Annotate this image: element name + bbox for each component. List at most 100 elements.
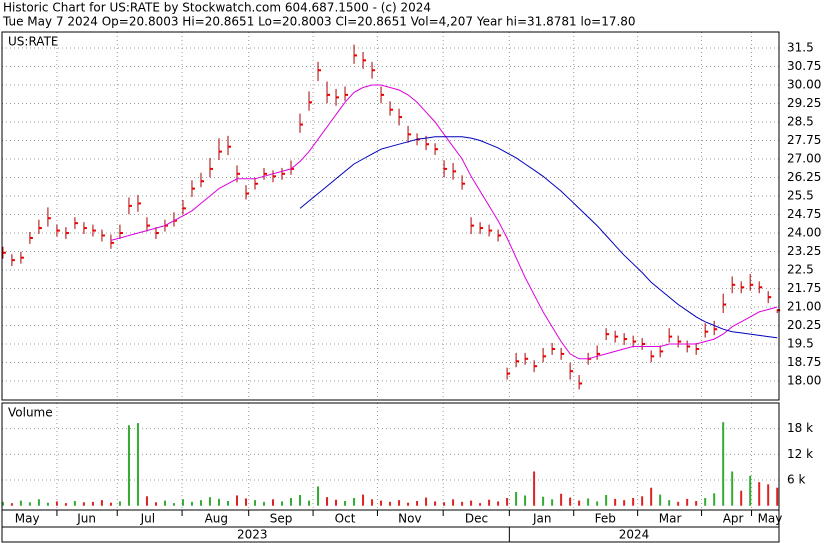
panel-title: US:RATE	[8, 35, 58, 49]
y-tick-label: 23.25	[787, 244, 821, 258]
header-line: Historic Chart for US:RATE by Stockwatch…	[3, 1, 431, 15]
y-tick-label: 30.75	[787, 59, 821, 73]
volume-bar	[596, 501, 599, 506]
x-tick-label: Jul	[140, 512, 155, 526]
volume-bar	[190, 501, 193, 506]
volume-bar	[37, 499, 40, 506]
volume-bar	[308, 500, 311, 506]
volume-bar	[154, 502, 157, 506]
volume-bar	[704, 498, 707, 506]
volume-bar	[253, 500, 256, 506]
volume-bar	[470, 500, 473, 506]
y-tick-label: 31.5	[787, 41, 814, 55]
y-tick-label: 28.5	[787, 115, 814, 129]
volume-bar	[290, 498, 293, 506]
y-tick-label: 18.00	[787, 374, 821, 388]
volume-bar	[100, 500, 103, 506]
volume-bar	[163, 500, 166, 506]
volume-bar	[641, 496, 644, 506]
volume-bar	[722, 422, 725, 506]
volume-bar	[199, 500, 202, 506]
volume-bar	[362, 494, 365, 506]
x-tick-label: Mar	[659, 512, 682, 526]
volume-bar	[416, 501, 419, 506]
volume-bar	[263, 501, 266, 506]
y-tick-label: 27.00	[787, 152, 821, 166]
y-tick-label: 27.75	[787, 133, 821, 147]
y-tick-label: 30.00	[787, 78, 821, 92]
x-tick-label: Jan	[532, 512, 552, 526]
volume-bar	[281, 501, 284, 506]
volume-bar	[749, 475, 752, 506]
volume-bar	[145, 496, 148, 506]
volume-bar	[767, 484, 770, 506]
volume-bar	[181, 499, 184, 506]
volume-bar	[299, 495, 302, 506]
year-label: 2024	[619, 528, 650, 542]
y-tick-label: 20.25	[787, 318, 821, 332]
x-tick-label: Sep	[270, 512, 293, 526]
x-tick-label: Aug	[205, 512, 228, 526]
volume-bar	[677, 501, 680, 506]
x-tick-label: Feb	[595, 512, 616, 526]
volume-bar	[226, 501, 229, 506]
volume-bar	[650, 487, 653, 506]
volume-bar	[758, 482, 761, 506]
x-tick-label: Apr	[723, 512, 744, 526]
x-tick-label: Nov	[398, 512, 421, 526]
y-tick-label: 21.75	[787, 281, 821, 295]
volume-bar	[82, 502, 85, 506]
volume-bar	[551, 499, 554, 506]
volume-bar	[1, 501, 4, 506]
volume-bar	[740, 490, 743, 506]
y-tick-label: 19.5	[787, 337, 814, 351]
y-tick-label: 18.75	[787, 355, 821, 369]
volume-bar	[118, 501, 121, 506]
y-tick-label: 29.25	[787, 96, 821, 110]
volume-bar	[73, 501, 76, 506]
volume-bar	[776, 487, 779, 506]
volume-bar	[235, 495, 238, 506]
y-tick-label: 12 k	[787, 447, 813, 461]
volume-bar	[46, 502, 49, 506]
x-tick-label: Jun	[76, 512, 96, 526]
volume-bar	[587, 498, 590, 506]
volume-bar	[10, 503, 13, 506]
volume-bar	[335, 499, 338, 506]
volume-bar	[533, 471, 536, 506]
y-tick-label: 26.25	[787, 170, 821, 184]
volume-bar	[172, 503, 175, 506]
y-tick-label: 22.5	[787, 263, 814, 277]
volume-bar	[64, 503, 67, 506]
volume-bar	[55, 501, 58, 506]
volume-bar	[371, 499, 374, 506]
x-tick-label: Dec	[465, 512, 488, 526]
volume-bar	[524, 495, 527, 506]
volume-bar	[127, 425, 130, 506]
y-tick-label: 21.00	[787, 300, 821, 314]
volume-bar	[425, 497, 428, 506]
y-tick-label: 24.00	[787, 226, 821, 240]
volume-bar	[506, 498, 509, 506]
year-row	[1, 526, 780, 543]
volume-bar	[614, 498, 617, 506]
volume-bar	[605, 495, 608, 506]
volume-bar	[407, 502, 410, 506]
volume-bar	[686, 498, 689, 506]
y-tick-label: 24.75	[787, 207, 821, 221]
volume-bar	[389, 501, 392, 506]
volume-bar	[731, 471, 734, 506]
volume-bar	[28, 502, 31, 506]
volume-bar	[91, 501, 94, 506]
volume-bar	[344, 501, 347, 506]
plot-layer: May Jun Jul Aug Sep Oct Nov Dec Jan Feb Mar Apr May 2…	[1, 32, 821, 542]
volume-bar	[19, 500, 22, 506]
volume-bar	[380, 500, 383, 506]
y-tick-label: 25.5	[787, 189, 814, 203]
moving-average	[110, 84, 778, 360]
volume-bar	[272, 499, 275, 506]
volume-bar	[578, 500, 581, 506]
volume-bar	[398, 500, 401, 506]
